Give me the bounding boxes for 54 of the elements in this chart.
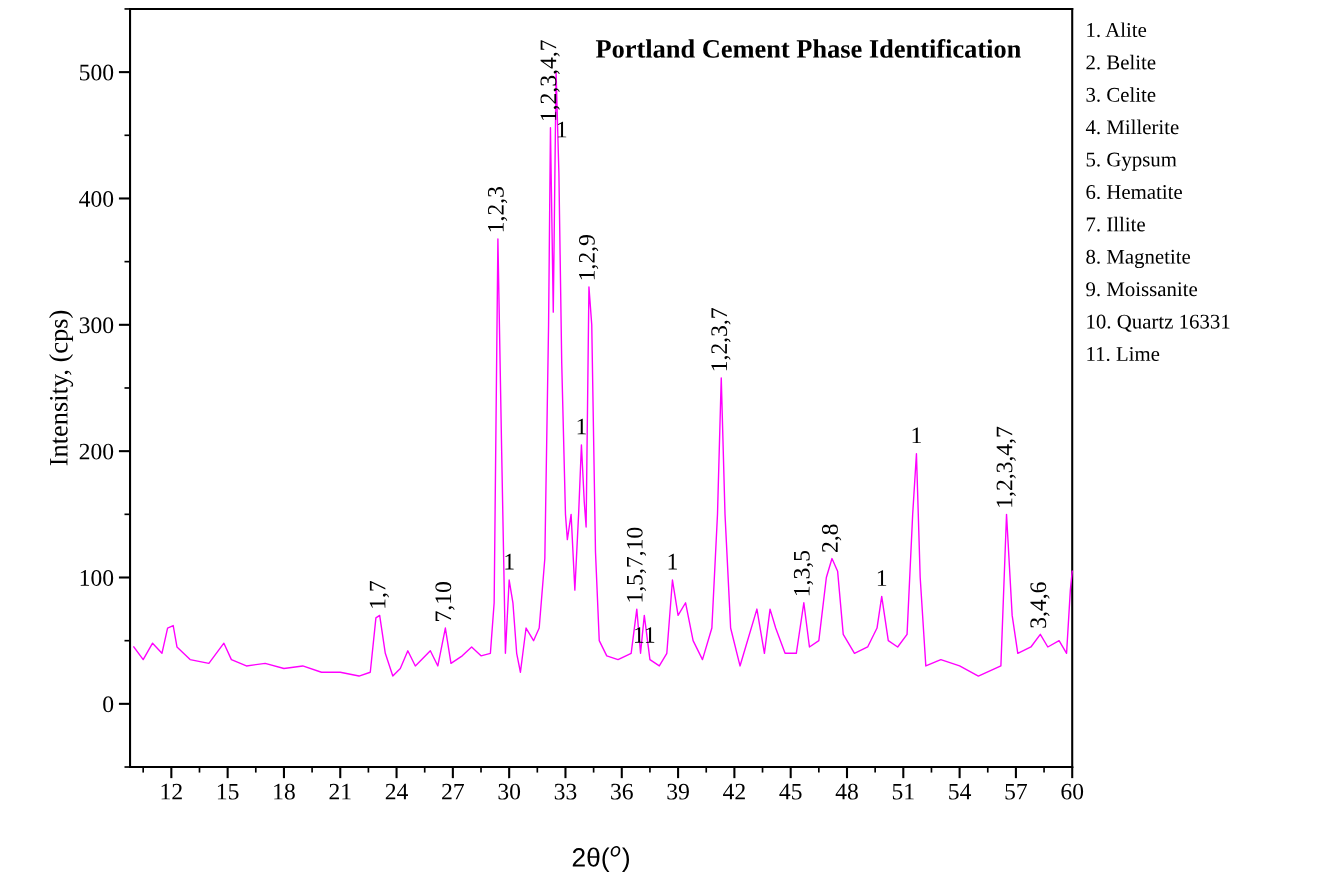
x-tick-label: 30 [498, 783, 521, 800]
text: 7. Illite [1086, 216, 1145, 232]
annotation: 1,7 [369, 581, 389, 608]
annotation: 1,2,3 [487, 187, 508, 232]
y-tick-label: 0 [103, 696, 114, 713]
y-tick-label: 500 [80, 64, 114, 81]
annotation: 1 [877, 570, 887, 586]
annotation: 1 [505, 553, 514, 570]
annotation: 2,8 [821, 524, 842, 552]
annotation: 1,2,9 [578, 235, 599, 280]
x-tick-label: 45 [779, 783, 802, 800]
text: 3. Celite [1086, 87, 1156, 102]
annotation: 7,10 [435, 582, 455, 621]
text: 8. Magnetite [1086, 249, 1191, 269]
annotation: 3,4,6 [1030, 582, 1050, 628]
x-tick-label: 18 [274, 783, 295, 800]
annotation: 1,2,3,7 [711, 308, 731, 371]
annotation: 1,5,7,10 [626, 527, 647, 602]
x-tick-label: 42 [723, 783, 745, 800]
text: 10. Quartz 16331 [1087, 314, 1230, 332]
x-tick-label: 51 [892, 783, 914, 800]
x-tick-label: 27 [442, 783, 464, 800]
annotation: 1 [912, 427, 921, 444]
x-tick-label: 24 [385, 783, 408, 800]
annotation: 1,2,3,4,7 [540, 40, 560, 121]
x-tick-label: 36 [611, 783, 633, 800]
y-tick-label: 200 [79, 443, 114, 460]
text: 6. Hematite [1086, 185, 1182, 200]
y-axis-title: Intensity, (cps) [49, 310, 74, 466]
x-tick-label: 39 [667, 783, 689, 800]
x-tick-label: 60 [1061, 783, 1084, 800]
text: 9. Moissanite [1086, 282, 1198, 297]
annotation: 1,3,5 [793, 550, 814, 596]
text: 1. Alite [1087, 22, 1147, 38]
text: 5. Gypsum [1086, 152, 1177, 171]
text: 4. Millerite [1085, 119, 1179, 135]
annotation: 1 [577, 418, 586, 435]
annotation: 1 [557, 121, 567, 138]
annotation: 1 [668, 553, 677, 570]
annotation: 1,2,3,4,7 [996, 426, 1016, 507]
x-tick-label: 57 [1005, 783, 1028, 800]
x-tick-label: 33 [554, 783, 577, 800]
x-tick-label: 48 [835, 783, 858, 800]
text: Portland Cement Phase Identification [595, 39, 1021, 58]
text: 11. Lime [1087, 347, 1160, 362]
y-tick-label: 100 [80, 569, 114, 586]
x-tick-label: 54 [949, 783, 972, 800]
x-tick-label: 15 [217, 783, 239, 800]
text: 2. Belite [1086, 54, 1156, 70]
x-tick-label: 21 [329, 783, 351, 800]
x-axis-title: 2θ($^{o}$) [572, 846, 630, 872]
y-tick-label: 400 [79, 190, 114, 207]
x-tick-label: 12 [161, 783, 182, 800]
y-tick-label: 300 [79, 317, 114, 334]
